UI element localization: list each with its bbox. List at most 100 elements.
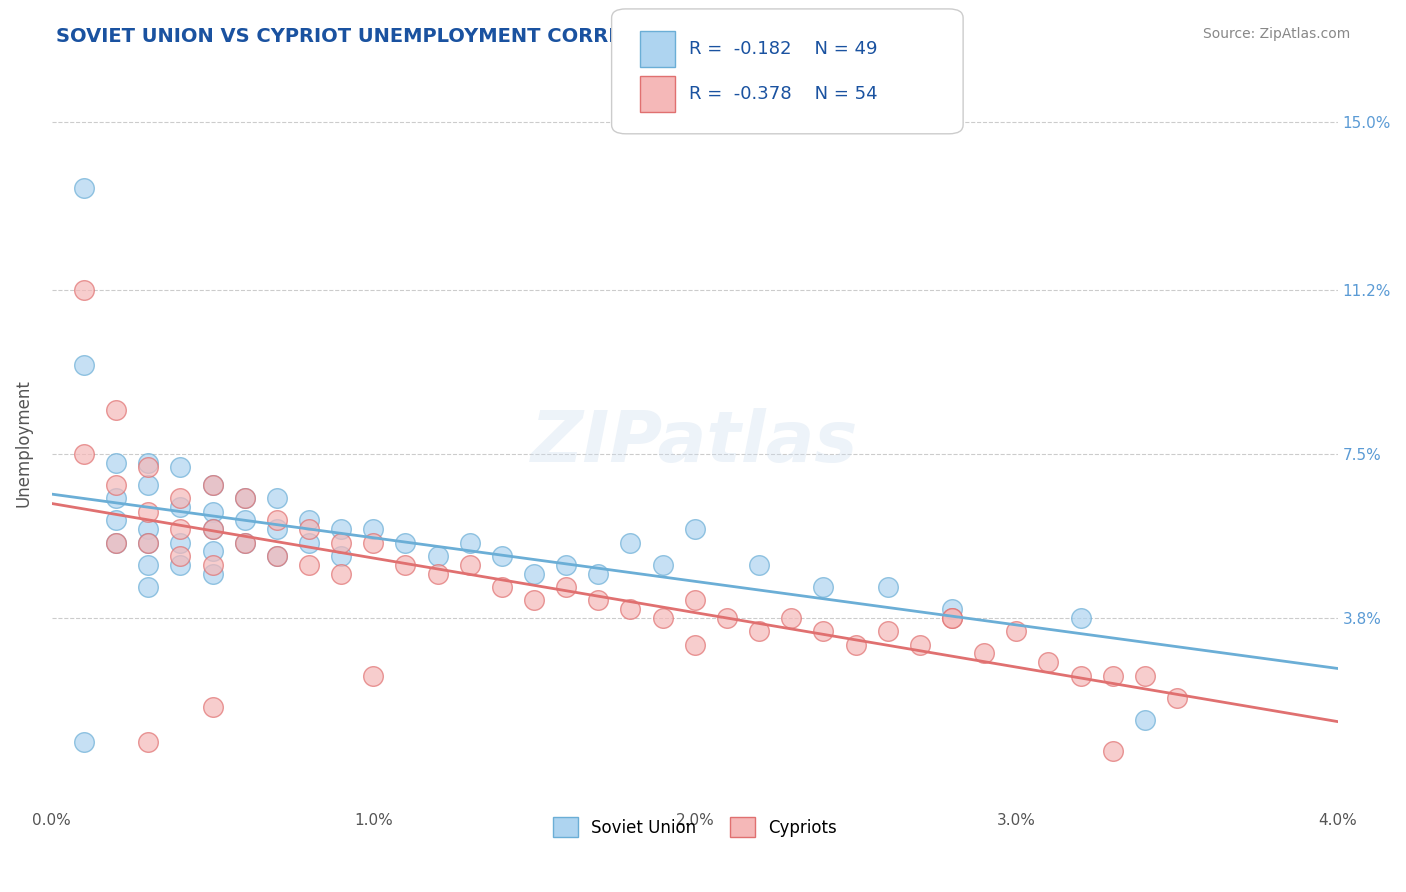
Point (1005, 624, 1028, 639)
Point (105, 535, 128, 549)
Point (73, 359, 96, 373)
Point (201, 478, 224, 492)
Point (813, 624, 835, 639)
Point (201, 558, 224, 572)
Point (233, 513, 256, 527)
Point (105, 491, 128, 506)
Text: R =  -0.378    N = 54: R = -0.378 N = 54 (689, 85, 877, 103)
Point (1133, 668, 1156, 682)
Point (233, 491, 256, 506)
Point (266, 549, 288, 563)
Point (748, 624, 770, 639)
Point (136, 478, 159, 492)
Point (298, 535, 321, 549)
Point (136, 558, 159, 572)
Point (523, 566, 546, 581)
Y-axis label: Unemployment: Unemployment (15, 379, 32, 507)
Point (588, 593, 610, 607)
Point (941, 611, 963, 625)
Point (105, 513, 128, 527)
Point (651, 611, 673, 625)
Point (169, 549, 191, 563)
Point (136, 460, 159, 475)
Point (201, 478, 224, 492)
Point (330, 549, 353, 563)
Text: SOVIET UNION VS CYPRIOT UNEMPLOYMENT CORRELATION CHART: SOVIET UNION VS CYPRIOT UNEMPLOYMENT COR… (56, 27, 782, 45)
Point (651, 558, 673, 572)
Point (1101, 668, 1123, 682)
Point (491, 580, 513, 594)
Point (361, 522, 384, 536)
Point (876, 580, 898, 594)
Point (105, 478, 128, 492)
Point (169, 500, 191, 515)
Point (169, 460, 191, 475)
Point (298, 522, 321, 536)
Point (233, 535, 256, 549)
Point (105, 456, 128, 470)
Point (426, 566, 449, 581)
Point (73, 735, 96, 749)
Point (394, 535, 416, 549)
Point (555, 580, 578, 594)
Point (201, 699, 224, 714)
Point (266, 549, 288, 563)
Point (1070, 668, 1092, 682)
Point (973, 646, 995, 660)
Point (136, 456, 159, 470)
Point (555, 558, 578, 572)
Point (73, 181, 96, 195)
Point (136, 505, 159, 519)
Point (1038, 655, 1060, 669)
Point (136, 535, 159, 549)
Point (201, 522, 224, 536)
Point (683, 638, 706, 652)
Point (716, 611, 738, 625)
Point (1101, 744, 1123, 758)
Point (169, 522, 191, 536)
Point (201, 505, 224, 519)
Point (136, 735, 159, 749)
Point (298, 558, 321, 572)
Point (201, 544, 224, 558)
Text: Source: ZipAtlas.com: Source: ZipAtlas.com (1202, 27, 1350, 41)
Point (73, 447, 96, 461)
Text: R =  -0.182    N = 49: R = -0.182 N = 49 (689, 40, 877, 58)
Point (941, 611, 963, 625)
Point (201, 566, 224, 581)
Point (361, 535, 384, 549)
Point (266, 491, 288, 506)
Point (426, 549, 449, 563)
Point (1166, 690, 1188, 705)
Point (941, 602, 963, 616)
Point (361, 668, 384, 682)
Point (1070, 611, 1092, 625)
Point (683, 593, 706, 607)
Point (813, 580, 835, 594)
Point (233, 491, 256, 506)
Point (588, 566, 610, 581)
Point (330, 535, 353, 549)
Point (683, 522, 706, 536)
Point (298, 513, 321, 527)
Point (73, 283, 96, 297)
Point (458, 535, 481, 549)
Legend: Soviet Union, Cypriots: Soviet Union, Cypriots (546, 810, 844, 844)
Point (458, 558, 481, 572)
Point (1133, 713, 1156, 727)
Point (105, 535, 128, 549)
Point (266, 522, 288, 536)
Point (201, 522, 224, 536)
Point (169, 558, 191, 572)
Point (136, 535, 159, 549)
Point (748, 558, 770, 572)
Point (523, 593, 546, 607)
Text: ZIPatlas: ZIPatlas (531, 409, 859, 477)
Point (491, 549, 513, 563)
Point (908, 638, 931, 652)
Point (136, 580, 159, 594)
Point (844, 638, 866, 652)
Point (233, 535, 256, 549)
Point (169, 535, 191, 549)
Point (780, 611, 803, 625)
